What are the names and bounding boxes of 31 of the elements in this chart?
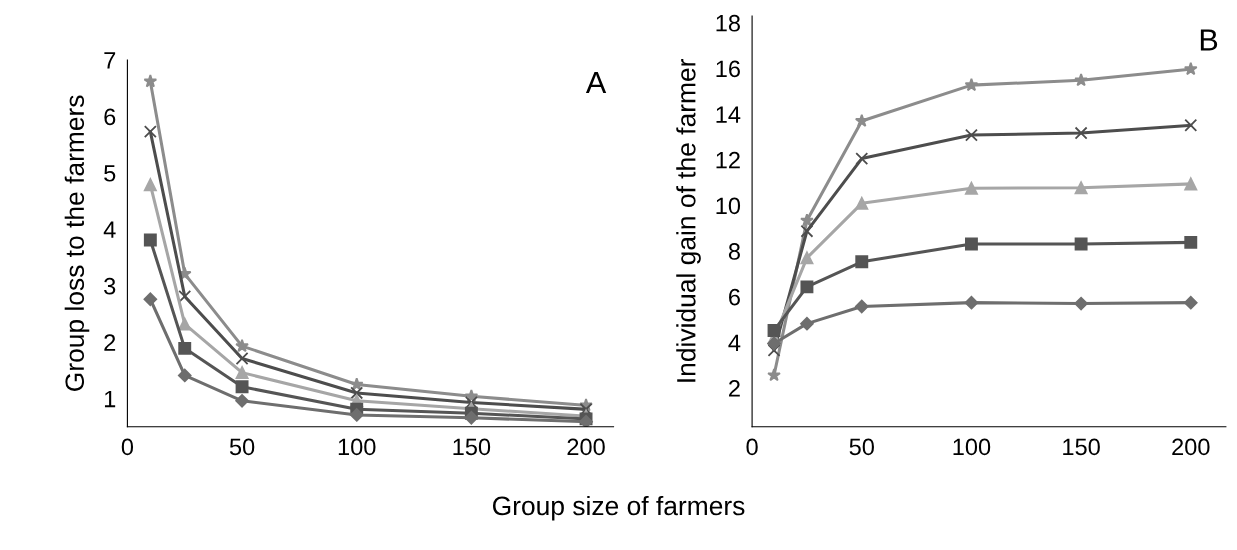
x-tick-label: 150 [453, 438, 491, 456]
y-tick-label: 2 [729, 380, 740, 397]
x-tick-label: 150 [1063, 438, 1100, 456]
x-tick-label: 50 [849, 438, 874, 456]
x-axis-title: Group size of farmers [492, 495, 745, 521]
y-tick-label: 5 [104, 165, 116, 182]
y-axis-title: Individual gain of the farmer [676, 58, 701, 382]
y-tick-label: 14 [716, 106, 741, 123]
annotation: A [585, 72, 607, 94]
y-tick-label: 8 [728, 243, 740, 260]
y-tick-label: 7 [104, 52, 116, 69]
y-tick-label: 4 [103, 221, 116, 238]
x-tick-label: 0 [121, 438, 134, 456]
y-tick-label: 4 [728, 334, 741, 351]
annotation: B [1200, 29, 1218, 51]
y-tick-label: 6 [729, 288, 740, 306]
y-tick-label: 18 [716, 14, 740, 32]
x-tick-label: 50 [229, 438, 255, 456]
y-tick-label: 12 [716, 151, 740, 169]
y-tick-label: 3 [104, 277, 116, 295]
x-tick-label: 200 [567, 438, 605, 456]
x-tick-label: 0 [746, 438, 758, 456]
y-tick-label: 10 [716, 197, 741, 215]
y-tick-label: 1 [104, 390, 116, 408]
x-tick-label: 100 [338, 438, 376, 456]
y-tick-label: 6 [104, 108, 116, 126]
y-tick-label: 2 [104, 334, 116, 351]
x-tick-label: 100 [953, 438, 991, 456]
y-axis-title: Group loss to the farmers [64, 95, 90, 391]
y-tick-label: 16 [716, 60, 740, 78]
x-tick-label: 200 [1172, 438, 1210, 456]
